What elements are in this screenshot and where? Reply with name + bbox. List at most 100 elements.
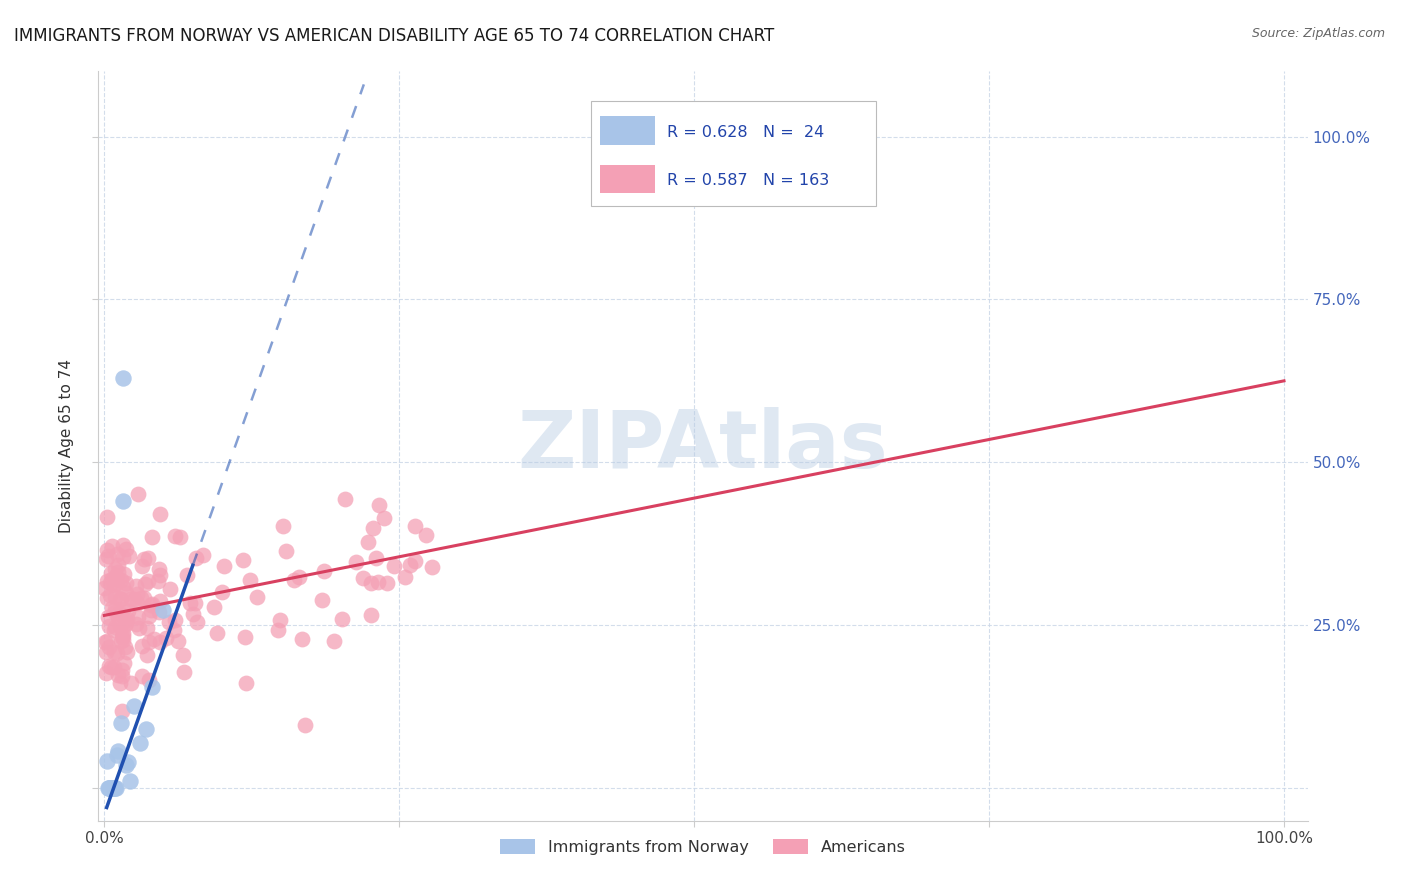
Point <box>404 519 426 533</box>
Point <box>360 608 382 623</box>
Point <box>101 572 124 586</box>
Point <box>271 519 294 533</box>
Point <box>149 593 172 607</box>
Point <box>111 669 134 683</box>
Point <box>100 780 122 795</box>
Point <box>115 586 138 600</box>
Point <box>112 602 135 616</box>
Point <box>112 656 135 670</box>
Point <box>138 635 160 649</box>
Point <box>100 660 122 674</box>
Point <box>202 599 225 614</box>
Point <box>212 558 235 573</box>
Point <box>115 615 138 630</box>
Point <box>364 550 387 565</box>
Point <box>344 555 367 569</box>
Point <box>104 605 127 619</box>
Point <box>120 676 142 690</box>
Point <box>98 576 121 591</box>
Point <box>159 582 181 597</box>
Point <box>373 511 395 525</box>
Point <box>155 631 177 645</box>
Point <box>134 591 156 606</box>
Point <box>134 552 156 566</box>
Point <box>142 632 165 646</box>
Point <box>115 541 138 556</box>
Point <box>135 722 157 736</box>
Point <box>138 673 160 688</box>
Point <box>107 558 129 572</box>
Point <box>101 780 124 795</box>
Point <box>105 576 128 591</box>
Point <box>312 564 335 578</box>
Point <box>98 587 121 601</box>
Legend: Immigrants from Norway, Americans: Immigrants from Norway, Americans <box>494 832 912 862</box>
Point <box>112 370 135 384</box>
Point <box>135 648 157 663</box>
Point <box>382 558 405 573</box>
Point <box>120 774 142 789</box>
Point <box>104 569 127 583</box>
Point <box>104 602 127 616</box>
Point <box>136 574 159 589</box>
Point <box>97 640 120 655</box>
Point <box>110 573 132 587</box>
Point <box>148 605 170 619</box>
Point <box>96 754 118 768</box>
Point <box>291 632 314 647</box>
Point <box>94 665 117 680</box>
Point <box>101 780 124 795</box>
Point <box>103 645 125 659</box>
Point <box>122 591 145 606</box>
Point <box>269 613 291 627</box>
Point <box>115 612 138 626</box>
Point <box>141 530 163 544</box>
Point <box>131 639 153 653</box>
Point <box>172 648 194 662</box>
Text: R = 0.587   N = 163: R = 0.587 N = 163 <box>666 173 830 188</box>
Point <box>115 575 138 590</box>
Point <box>96 591 118 606</box>
FancyBboxPatch shape <box>591 102 876 206</box>
Point <box>235 676 257 690</box>
Point <box>105 780 128 795</box>
Point <box>173 665 195 680</box>
Point <box>103 659 125 673</box>
Point <box>114 640 136 654</box>
Point <box>146 574 169 588</box>
Point <box>122 698 145 713</box>
Point <box>352 570 374 584</box>
Point <box>112 567 135 582</box>
Point <box>105 646 128 660</box>
Point <box>96 509 118 524</box>
Point <box>165 529 187 543</box>
Point <box>211 585 233 599</box>
Point <box>104 590 127 604</box>
Point <box>97 658 120 673</box>
Point <box>184 596 207 610</box>
Point <box>377 576 399 591</box>
Point <box>186 615 208 630</box>
Point <box>111 704 134 718</box>
Point <box>96 543 118 558</box>
Point <box>125 596 148 610</box>
Point <box>399 558 422 572</box>
Text: R = 0.628   N =  24: R = 0.628 N = 24 <box>666 125 824 139</box>
Point <box>266 624 288 638</box>
Point <box>97 549 120 563</box>
Point <box>129 591 152 606</box>
Point <box>111 630 134 644</box>
Point <box>181 607 204 621</box>
Point <box>125 617 148 632</box>
Point <box>94 635 117 649</box>
Point <box>111 538 134 552</box>
Point <box>117 604 139 618</box>
Point <box>415 528 437 542</box>
Point <box>239 573 262 587</box>
Point <box>361 521 384 535</box>
Point <box>110 634 132 648</box>
Point <box>107 566 129 580</box>
Point <box>235 630 257 644</box>
Point <box>333 492 356 507</box>
Point <box>141 602 163 616</box>
